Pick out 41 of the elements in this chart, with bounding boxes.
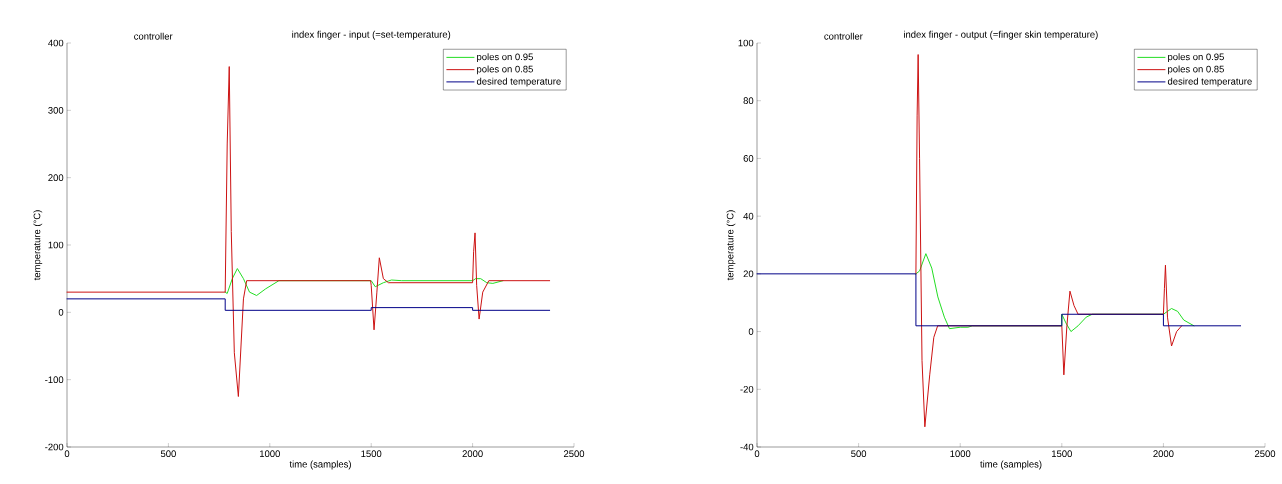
chart-title: controller bbox=[824, 32, 863, 40]
chart-subtitle: index finger - output (=finger skin temperature) bbox=[904, 30, 1098, 40]
x-tick-label: 500 bbox=[160, 450, 176, 458]
x-axis-title: time (samples) bbox=[289, 460, 351, 470]
y-tick-label: 200 bbox=[48, 174, 64, 182]
y-tick-label: 300 bbox=[48, 106, 64, 114]
y-tick-label: 60 bbox=[743, 155, 754, 162]
y-tick-label: 100 bbox=[738, 39, 754, 47]
y-tick-label: 20 bbox=[743, 270, 754, 278]
y-tick-label: 80 bbox=[743, 97, 754, 105]
x-tick-label: 500 bbox=[851, 450, 867, 458]
x-tick-label: 0 bbox=[64, 450, 70, 458]
legend-label: poles on 0.95 bbox=[1168, 53, 1224, 63]
y-tick-label: -20 bbox=[740, 385, 754, 393]
x-tick-label: 2500 bbox=[563, 450, 585, 458]
y-axis-title: temperature (°C) bbox=[33, 210, 43, 281]
y-tick-label: 0 bbox=[748, 328, 754, 335]
y-tick-label: -200 bbox=[45, 443, 64, 451]
chart-title: controller bbox=[134, 32, 173, 40]
y-tick-label: 100 bbox=[48, 241, 64, 249]
x-tick-label: 2500 bbox=[1254, 450, 1276, 458]
legend-label: poles on 0.85 bbox=[1168, 65, 1224, 75]
x-tick-label: 1000 bbox=[950, 450, 971, 458]
x-tick-label: 2000 bbox=[1153, 450, 1174, 458]
legend-label: poles on 0.85 bbox=[477, 65, 533, 75]
y-tick-label: 0 bbox=[58, 308, 64, 316]
y-tick-label: -100 bbox=[45, 376, 64, 384]
legend-label: desired temperature bbox=[476, 77, 561, 87]
x-tick-label: 2000 bbox=[462, 450, 483, 458]
y-tick-label: 40 bbox=[743, 212, 754, 220]
y-tick-label: -40 bbox=[740, 443, 754, 451]
x-tick-label: 1500 bbox=[361, 450, 382, 458]
y-tick-label: 400 bbox=[48, 39, 64, 47]
legend-label: desired temperature bbox=[1167, 77, 1252, 87]
x-axis-title: time (samples) bbox=[980, 460, 1042, 470]
x-tick-label: 1000 bbox=[259, 450, 280, 458]
x-tick-label: 0 bbox=[754, 450, 760, 458]
y-axis-title: temperature (°C) bbox=[726, 210, 736, 281]
x-tick-label: 1500 bbox=[1052, 450, 1072, 458]
chart-subtitle: index finger - input (=set-temperature) bbox=[292, 30, 451, 40]
legend-label: poles on 0.95 bbox=[477, 53, 533, 63]
